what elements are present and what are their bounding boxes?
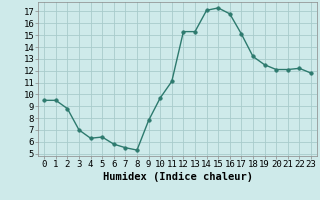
X-axis label: Humidex (Indice chaleur): Humidex (Indice chaleur) bbox=[103, 172, 252, 182]
